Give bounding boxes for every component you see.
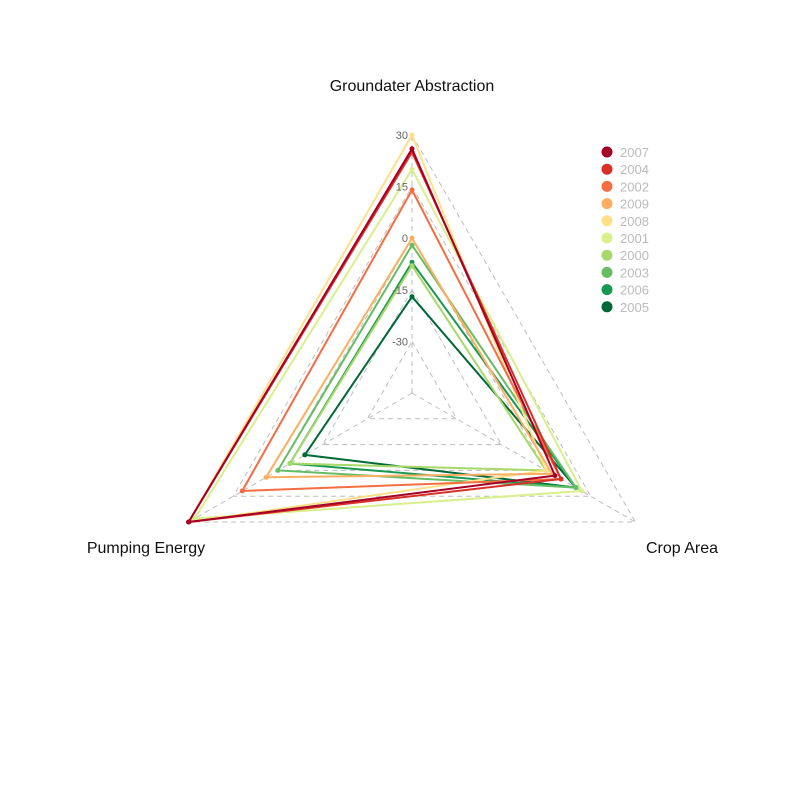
series-point-2007-1 [552, 473, 558, 479]
legend-swatch-2000 [601, 249, 613, 261]
series-point-2003-2 [275, 467, 281, 473]
legend-label-2007: 2007 [620, 145, 649, 160]
legend-swatch-2003 [601, 266, 613, 278]
series-point-2002-2 [239, 488, 245, 494]
legend-label-2000: 2000 [620, 248, 649, 263]
tick-label-0: 30 [396, 130, 408, 142]
series-point-2002-0 [409, 187, 415, 193]
series-2003 [275, 242, 579, 491]
legend-label-2004: 2004 [620, 162, 649, 177]
axis-label-1: Crop Area [646, 540, 718, 557]
series-point-2009-2 [263, 474, 269, 480]
series-point-2007-0 [409, 146, 415, 152]
series-point-2005-0 [409, 294, 415, 300]
legend-item-2001: 2001 [601, 231, 649, 246]
legend: 2007 2004 2002 2009 2008 2001 2000 2003 2006 2005 [601, 145, 649, 315]
series-point-2004-1 [558, 476, 564, 482]
series-2001 [192, 166, 585, 522]
legend-item-2003: 2003 [601, 265, 649, 280]
series-line-2002 [241, 189, 562, 492]
legend-swatch-2004 [601, 163, 613, 175]
legend-label-2003: 2003 [620, 265, 649, 280]
legend-item-2007: 2007 [601, 145, 649, 160]
legend-swatch-2007 [601, 146, 613, 158]
legend-label-2001: 2001 [620, 231, 649, 246]
series-line-2009 [265, 237, 553, 479]
spoke-1 [411, 392, 636, 523]
legend-label-2009: 2009 [620, 197, 649, 212]
series-line-2000 [288, 264, 548, 472]
series-point-2001-0 [409, 166, 415, 172]
legend-label-2002: 2002 [620, 179, 649, 194]
series-point-2008-1 [543, 467, 549, 473]
grid-ring-1 [232, 185, 592, 497]
legend-item-2008: 2008 [601, 214, 649, 229]
legend-item-2005: 2005 [601, 300, 649, 315]
series-point-2000-2 [287, 461, 293, 466]
series-line-2005 [303, 295, 577, 489]
axis-label-2: Pumping Energy [87, 540, 205, 557]
tick-label-3: -15 [392, 285, 408, 297]
legend-swatch-2008 [601, 215, 613, 227]
tick-label-1: 15 [396, 182, 408, 194]
legend-item-2000: 2000 [601, 248, 649, 263]
series-line-2003 [276, 244, 577, 489]
series-point-2001-1 [579, 488, 585, 494]
tick-label-2: 0 [402, 233, 408, 245]
series-point-2001-2 [192, 516, 197, 522]
series-point-2003-0 [409, 242, 415, 248]
series-line-2001 [193, 168, 583, 520]
grid-ring-2 [277, 237, 547, 471]
tick-label-4: -30 [392, 336, 408, 348]
spoke-2 [188, 392, 413, 523]
series-2006 [287, 259, 579, 491]
legend-item-2009: 2009 [601, 197, 649, 212]
series-2004 [186, 149, 564, 525]
series-point-2005-2 [302, 452, 308, 458]
legend-label-2008: 2008 [620, 214, 649, 229]
series-2007 [186, 146, 558, 525]
legend-swatch-2005 [601, 301, 613, 313]
legend-swatch-2009 [601, 198, 613, 210]
series-point-2007-2 [186, 519, 192, 525]
series-layer [186, 132, 585, 525]
legend-swatch-2006 [601, 284, 613, 296]
legend-label-2006: 2006 [620, 283, 649, 298]
series-point-2003-1 [573, 485, 579, 491]
series-point-2008-0 [409, 132, 415, 138]
tick-labels: 30 15 0 -15 -30 [392, 130, 408, 348]
legend-item-2002: 2002 [601, 179, 649, 194]
legend-swatch-2002 [601, 180, 613, 192]
series-line-2007 [187, 147, 556, 523]
legend-label-2005: 2005 [620, 300, 649, 315]
series-point-2009-0 [409, 235, 415, 241]
axis-label-0: Groundater Abstraction [330, 78, 495, 95]
legend-item-2004: 2004 [601, 162, 649, 177]
legend-swatch-2001 [601, 232, 613, 244]
axis-labels: Groundater Abstraction Crop Area Pumping E… [87, 78, 718, 557]
legend-item-2006: 2006 [601, 283, 649, 298]
series-2005 [302, 294, 579, 491]
series-point-2000-0 [409, 263, 415, 269]
